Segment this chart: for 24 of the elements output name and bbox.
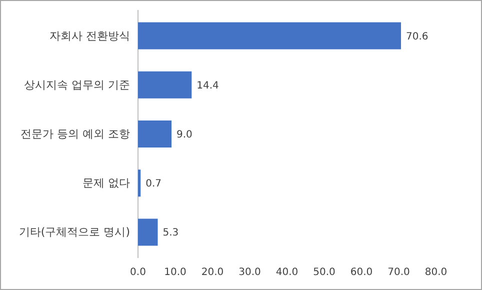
- x-tick-label: 40.0: [276, 267, 298, 278]
- y-tick-label: 자회사 전환방식: [50, 29, 130, 42]
- y-tick-label: 기타(구체적으로 명시): [18, 226, 130, 239]
- bar: [138, 218, 158, 246]
- data-label: 0.7: [146, 178, 162, 190]
- x-tick-label: 50.0: [313, 267, 336, 278]
- x-tick-label: 60.0: [350, 267, 373, 278]
- bar: [138, 71, 192, 98]
- x-tick-label: 10.0: [164, 267, 186, 278]
- x-tick-label: 20.0: [201, 267, 224, 278]
- x-tick-label: 70.0: [388, 267, 410, 278]
- data-label: 5.3: [162, 228, 179, 239]
- y-tick-label: 문제 없다: [82, 176, 130, 190]
- x-tick-label: 80.0: [424, 267, 448, 278]
- y-tick-label: 전문가 등의 예외 조항: [20, 128, 130, 141]
- bar: [138, 120, 172, 148]
- bar: [138, 22, 401, 50]
- x-tick-label: 0.0: [130, 267, 146, 278]
- data-label: 14.4: [196, 80, 219, 92]
- bar: [138, 170, 141, 197]
- x-tick-label: 30.0: [238, 267, 261, 278]
- data-label: 9.0: [176, 130, 192, 140]
- y-tick-label: 상시지속 업무의 기준: [24, 78, 130, 92]
- data-label: 70.6: [406, 31, 428, 42]
